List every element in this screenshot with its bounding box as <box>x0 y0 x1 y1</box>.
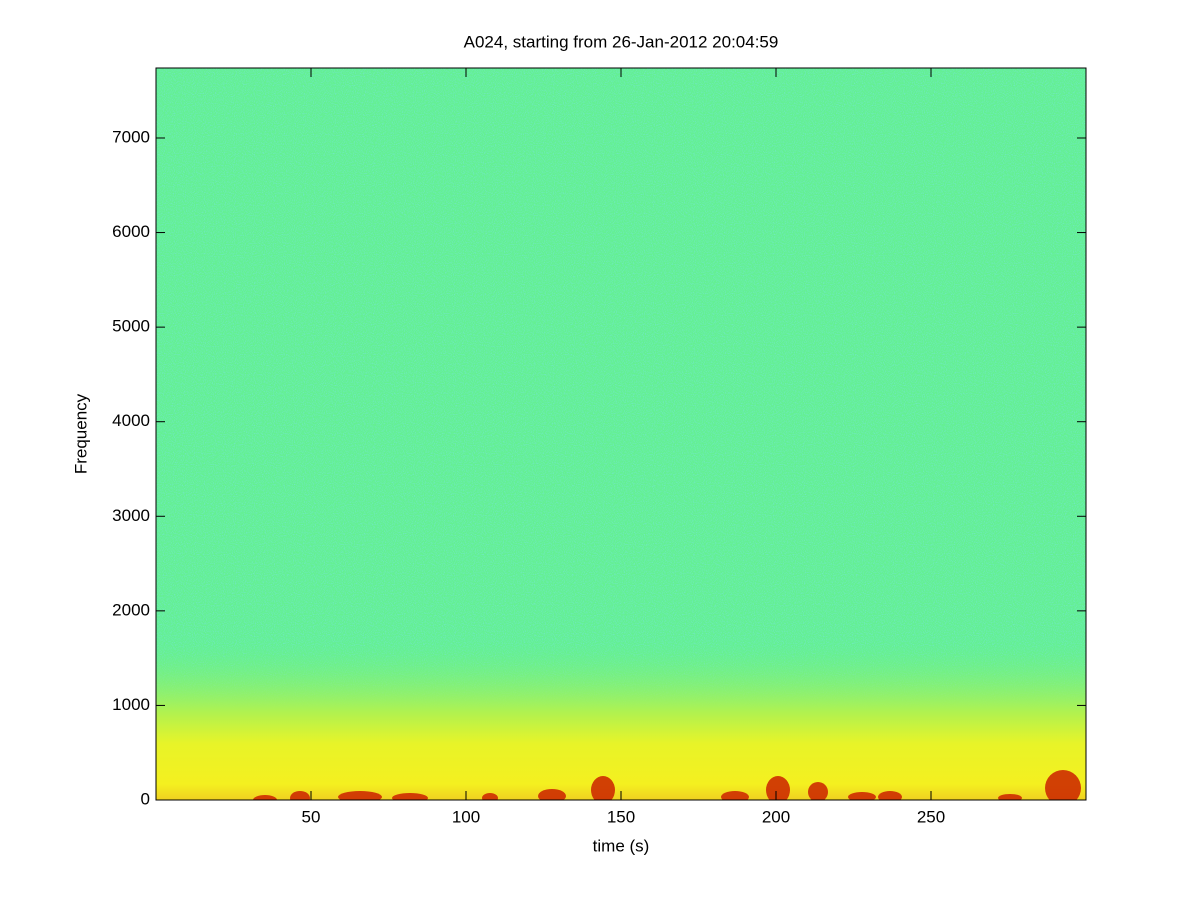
y-axis-label: Frequency <box>71 393 90 474</box>
x-axis-label: time (s) <box>593 836 650 855</box>
chart-title: A024, starting from 26-Jan-2012 20:04:59 <box>464 32 779 51</box>
y-tick-label: 3000 <box>112 506 150 525</box>
energy-bursts <box>253 770 1081 800</box>
y-tick-label: 2000 <box>112 600 150 619</box>
x-tick-label: 100 <box>452 807 480 826</box>
y-tick-label: 0 <box>141 789 150 808</box>
y-tick-label: 6000 <box>112 222 150 241</box>
x-tick-label: 150 <box>607 807 635 826</box>
x-tick-label: 200 <box>762 807 790 826</box>
x-tick-label: 50 <box>302 807 321 826</box>
y-tick-label: 5000 <box>112 317 150 336</box>
low-frequency-band <box>156 640 1086 800</box>
y-tick-label: 7000 <box>112 127 150 146</box>
y-tick-label: 4000 <box>112 411 150 430</box>
x-tick-label: 250 <box>917 807 945 826</box>
y-tick-label: 1000 <box>112 695 150 714</box>
spectrogram <box>156 68 1086 800</box>
